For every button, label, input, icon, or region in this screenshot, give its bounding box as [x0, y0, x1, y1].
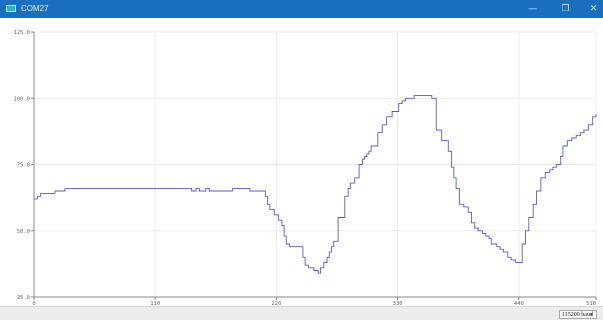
x-tick-label: 510 [586, 301, 596, 306]
x-tick-label: 110 [150, 301, 160, 306]
y-tick-label: 25.0 [17, 295, 30, 301]
baud-rate-value: 115200 baud [562, 312, 593, 318]
close-button[interactable]: ✕ [589, 4, 598, 14]
y-tick-label: 125.0 [13, 30, 30, 36]
series-line [34, 95, 597, 274]
y-tick-label: 75.0 [17, 163, 30, 169]
window-title: COM27 [21, 4, 49, 13]
y-tick-label: 50.0 [17, 229, 30, 235]
app-icon [6, 5, 16, 12]
x-tick-label: 440 [514, 301, 524, 306]
status-bar: 115200 baud ▾ [0, 306, 603, 320]
x-tick-label: 330 [393, 301, 403, 306]
x-tick-label: 220 [271, 301, 281, 306]
minimize-button[interactable]: — [528, 4, 537, 14]
window-titlebar: COM27 — ❐ ✕ [0, 0, 603, 18]
serial-plot-chart: 25.0 50.0 75.0 100.0 125.0 0 110 220 330 440 510 [13, 30, 597, 306]
y-tick-label: 100.0 [13, 96, 30, 102]
maximize-button[interactable]: ❐ [561, 4, 570, 14]
baud-rate-select[interactable]: 115200 baud ▾ [559, 310, 597, 319]
serial-plotter-area: 25.0 50.0 75.0 100.0 125.0 0 110 220 330 440 510 [0, 18, 603, 306]
x-tick-label: 0 [32, 301, 35, 306]
chevron-down-icon: ▾ [590, 312, 593, 318]
